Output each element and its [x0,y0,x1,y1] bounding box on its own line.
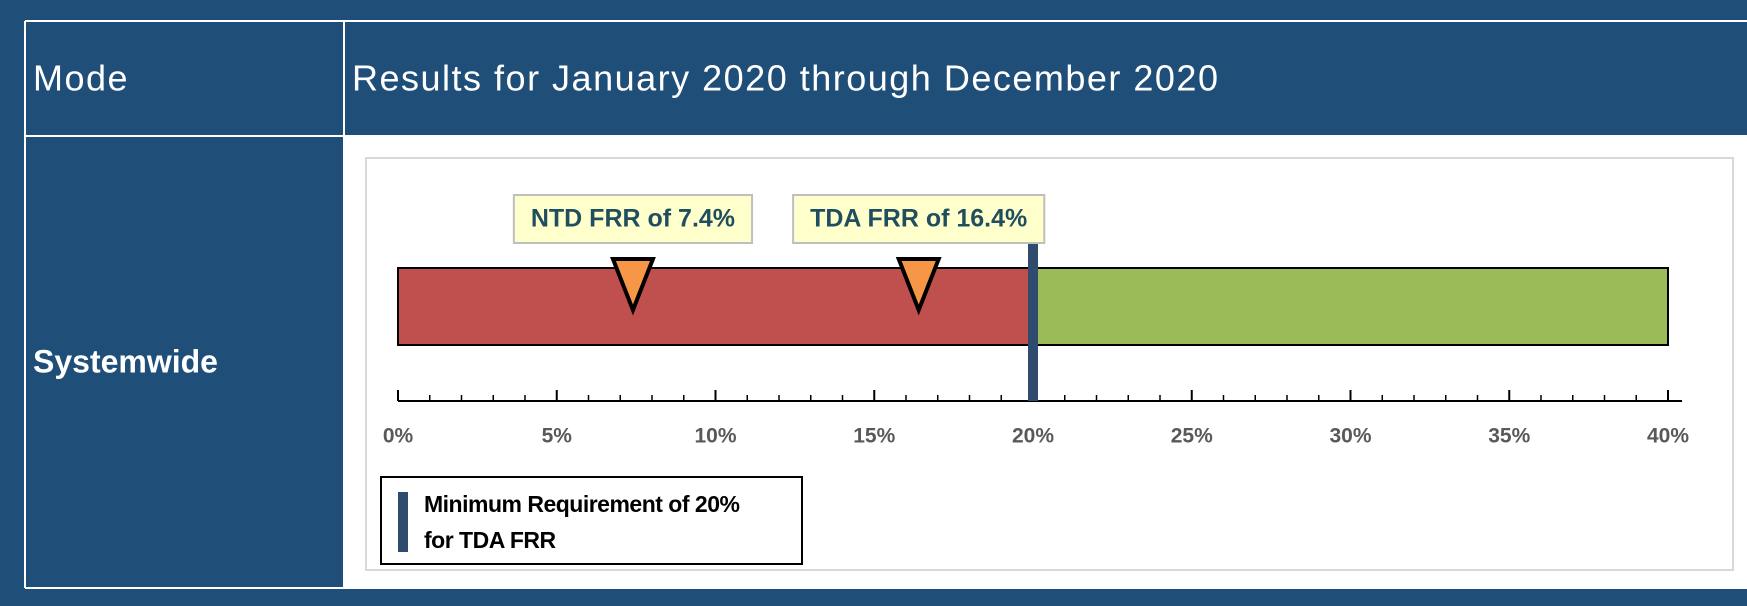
table-grid [24,20,1747,589]
header-cell: Results for January 2020 through Decembe… [352,58,1219,99]
x-tick-label: 20% [1012,425,1054,448]
x-tick-label: 40% [1647,425,1689,448]
legend-box: Minimum Requirement of 20% for TDA FRR [380,476,803,565]
marker-label: NTD FRR of 7.4% [531,205,735,233]
x-tick-label: 30% [1329,425,1371,448]
legend-label: Minimum Requirement of 20% for TDA FRR [424,491,740,553]
legend-swatch [398,492,408,552]
range-bar [397,267,1034,346]
range-bar [1032,267,1669,346]
marker [610,257,656,316]
row-label: Systemwide [33,343,218,379]
header-cell: Mode [33,58,129,99]
x-tick-label: 15% [853,425,895,448]
marker-label-box [512,194,754,244]
marker [895,257,942,316]
x-tick-label: 35% [1488,425,1530,448]
threshold-line [1028,243,1038,401]
x-tick-label: 10% [694,425,736,448]
chart: 0% 5% 10% 15% 20% 25% 30% 35% 40% NTD FRR of 7.4%… [383,194,1689,448]
marker-label: TDA FRR of 16.4% [810,205,1027,233]
x-tick-label: 25% [1171,425,1213,448]
x-tick-label: 0% [383,425,414,448]
legend: Minimum Requirement of 20% for TDA FRR [380,476,803,565]
marker-label-box [792,194,1046,244]
x-tick-label: 5% [542,425,573,448]
